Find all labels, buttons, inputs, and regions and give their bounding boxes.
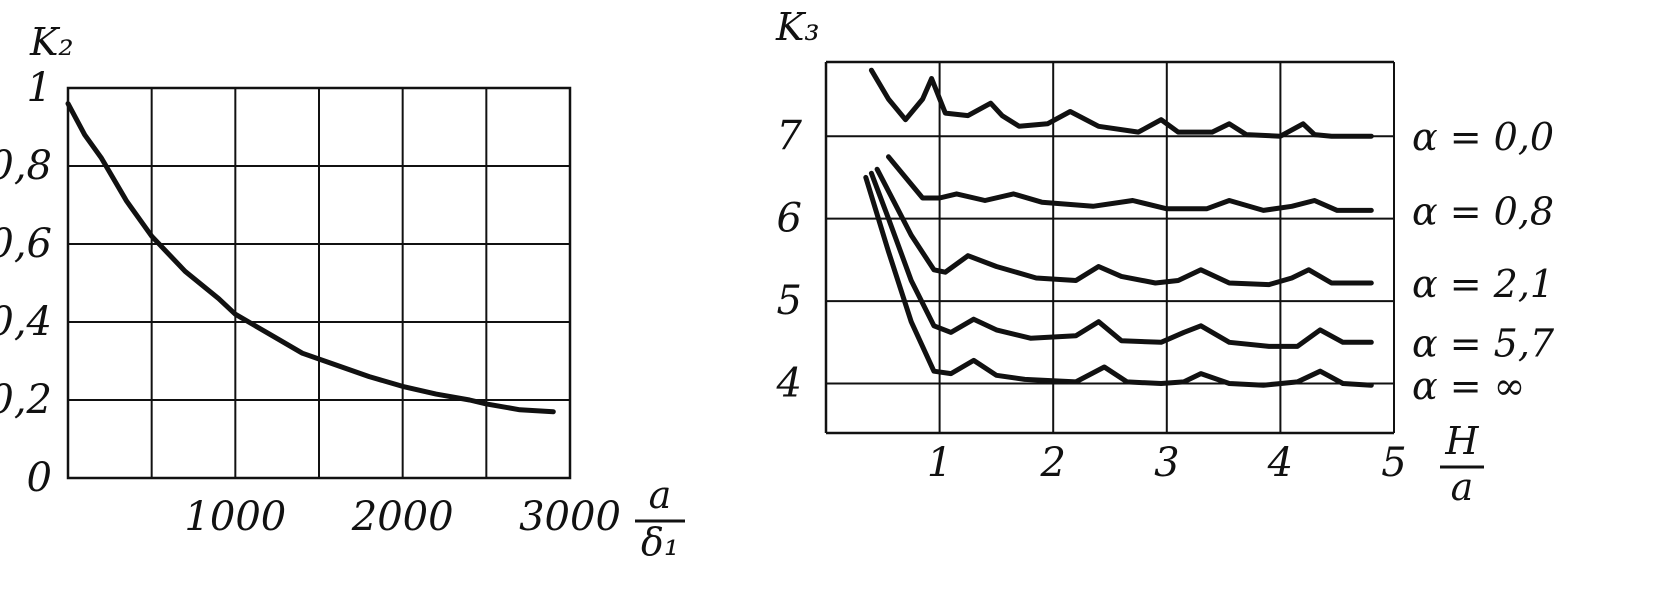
series-line-1 (886, 154, 1374, 213)
x-tick-label: 2000 (351, 494, 454, 540)
series-line-2 (874, 166, 1374, 288)
y-tick-label: 4 (776, 361, 802, 407)
x-axis-label-numerator: H (1444, 419, 1479, 463)
x-tick-label: 3 (1154, 440, 1179, 486)
x-tick-label: 5 (1381, 440, 1406, 486)
chart-k3-vs-h-a: 4 5 6 7 1 2 3 4 5 K₃ Ha α = 0,0 α = 0,8 α = 2,1 α = 5,… (775, 5, 1555, 509)
x-axis-label-numerator: a (649, 473, 672, 517)
series-line-4 (863, 174, 1374, 388)
series-label-3: α = 5,7 (1412, 321, 1555, 365)
x-tick-label: 4 (1267, 440, 1293, 486)
series-label-0: α = 0,0 (1412, 115, 1554, 159)
series-line-0 (65, 101, 556, 415)
series-label-2: α = 2,1 (1412, 262, 1554, 306)
x-axis-label-denominator: δ₁ (641, 520, 679, 564)
x-axis-label-denominator: a (1451, 465, 1474, 509)
y-tick-label: 0 (27, 455, 52, 501)
y-tick-label: 7 (777, 113, 803, 159)
y-tick-label: 0,6 (0, 221, 52, 267)
y-tick-label: 0,4 (0, 299, 52, 345)
chart-k2-vs-a-delta: 0 0,2 0,4 0,6 0,8 1 1000 2000 3000 K₂ aδ₁ (0, 20, 685, 564)
y-tick-label: 6 (777, 196, 802, 242)
series-label-1: α = 0,8 (1412, 189, 1554, 233)
x-tick-label: 2 (1039, 440, 1065, 486)
series-line-0 (868, 67, 1374, 139)
y-axis-label: K₃ (775, 5, 820, 49)
y-tick-label: 1 (27, 65, 52, 111)
plot-frame (66, 86, 572, 480)
series-label-4: α = ∞ (1412, 364, 1525, 408)
y-tick-label: 5 (777, 278, 802, 324)
x-tick-label: 1 (927, 440, 952, 486)
y-tick-label: 0,2 (0, 377, 52, 423)
x-tick-label: 3000 (519, 494, 621, 540)
x-tick-label: 1000 (184, 494, 286, 540)
y-tick-label: 0,8 (0, 143, 52, 189)
y-axis-label: K₂ (29, 20, 74, 64)
series-line-3 (868, 170, 1374, 349)
